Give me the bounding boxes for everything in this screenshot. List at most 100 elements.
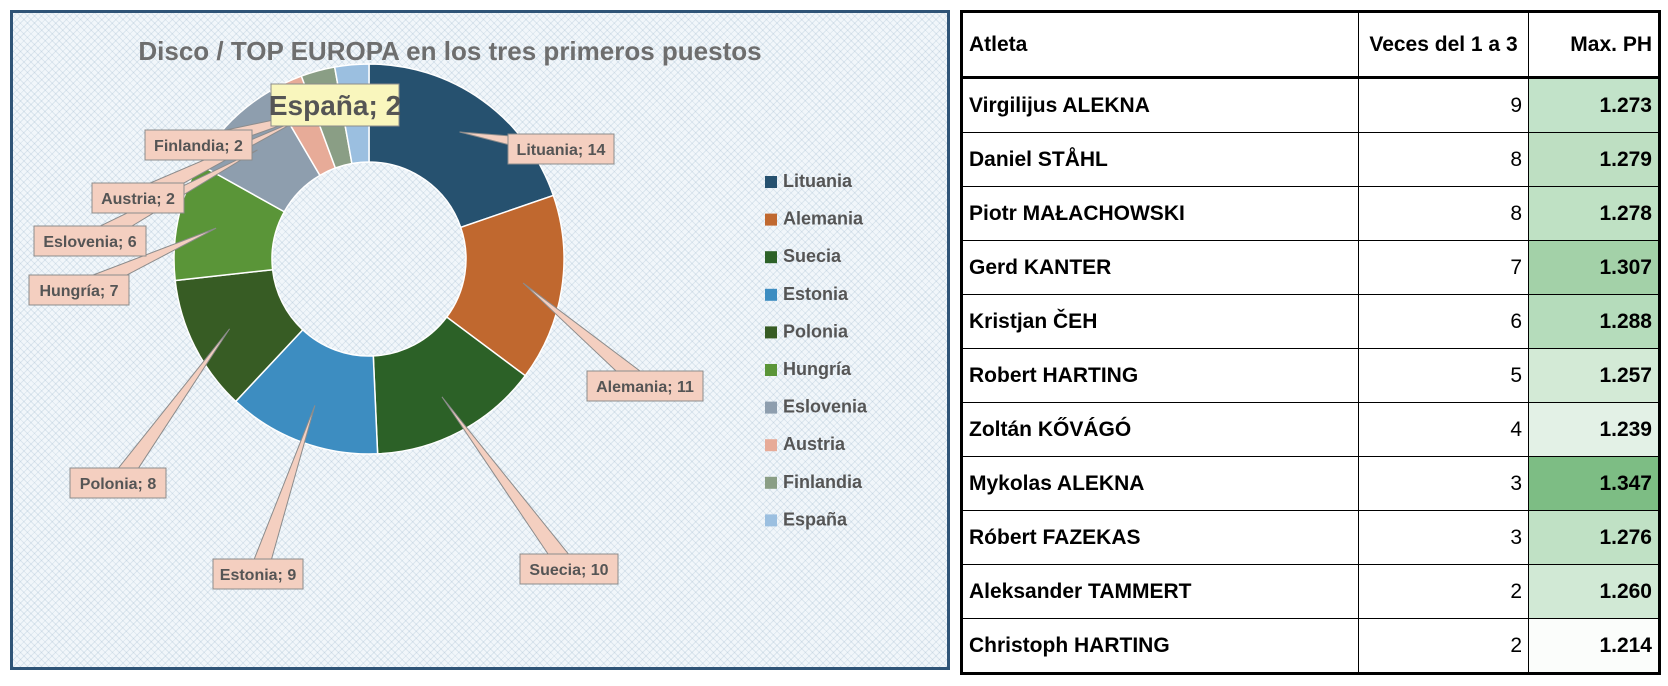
callout-box [69,467,167,499]
data-label-españa: España; 2 [269,90,401,121]
callout-leader [109,328,230,489]
data-label-suecia: Suecia; 10 [529,562,608,579]
legend-swatch-españa [765,514,777,527]
podium-count-cell: 3 [1358,510,1529,565]
athlete-name-cell: Mykolas ALEKNA [961,456,1359,511]
legend-label-austria: Austria [783,434,846,454]
podium-count-cell: 9 [1358,77,1529,133]
podium-count-cell: 8 [1358,186,1529,241]
max-ph-cell: 1.307 [1528,240,1660,295]
ranking-table-panel: Atleta Veces del 1 a 3 Max. PH Virgiliju… [960,10,1661,675]
max-ph-cell: 1.279 [1528,132,1660,187]
podium-count-cell: 4 [1358,402,1529,457]
legend-swatch-suecia [765,251,777,264]
donut-chart: Disco / TOP EUROPA en los tres primeros … [28,36,868,590]
max-ph-cell: 1.347 [1528,456,1660,511]
table-row: Robert HARTING 5 1.257 [961,348,1660,403]
max-ph-cell: 1.214 [1528,618,1660,674]
athlete-name-cell: Aleksander TAMMERT [961,564,1359,619]
table-row: Kristjan ČEH 6 1.288 [961,294,1660,349]
chart-title: Disco / TOP EUROPA en los tres primeros … [138,36,761,66]
callouts-layer: Lituania; 14 Alemania; 11 Suecia; 10 Estoni… [28,83,704,590]
data-label-eslovenia: Eslovenia; 6 [43,234,136,251]
athlete-name-cell: Kristjan ČEH [961,294,1359,349]
callout-box [144,129,253,161]
legend-swatch-hungría [765,364,777,376]
legend-swatch-alemania [765,213,777,226]
max-ph-cell: 1.278 [1528,186,1660,241]
legend-label-polonia: Polonia [783,321,849,341]
athlete-name-cell: Christoph HARTING [961,618,1359,674]
athlete-name-cell: Zoltán KŐVÁGÓ [961,402,1359,457]
table-header-row: Atleta Veces del 1 a 3 Max. PH [961,11,1660,79]
legend-label-hungría: Hungría [783,359,852,379]
legend-label-lituania: Lituania [783,171,853,191]
callout-leader [441,396,577,576]
athlete-name-cell: Robert HARTING [961,348,1359,403]
legend: Lituania Alemania Suecia Estonia Polonia Hung… [765,171,868,529]
podium-count-cell: 2 [1358,618,1529,674]
podium-count-cell: 3 [1358,456,1529,511]
ranking-table: Atleta Veces del 1 a 3 Max. PH Virgiliju… [960,10,1661,675]
header-max-ph: Max. PH [1528,11,1660,79]
legend-label-españa: España [783,509,848,529]
table-row: Daniel STÅHL 8 1.279 [961,132,1660,187]
table-row: Zoltán KŐVÁGÓ 4 1.239 [961,402,1660,457]
callout-box [519,553,619,585]
callout-box [33,225,147,257]
athlete-name-cell: Piotr MAŁACHOWSKI [961,186,1359,241]
table-row: Piotr MAŁACHOWSKI 8 1.278 [961,186,1660,241]
athlete-name-cell: Daniel STÅHL [961,132,1359,187]
table-row: Mykolas ALEKNA 3 1.347 [961,456,1660,511]
chart-panel: Disco / TOP EUROPA en los tres primeros … [10,10,950,670]
podium-count-cell: 5 [1358,348,1529,403]
max-ph-cell: 1.260 [1528,564,1660,619]
data-label-estonia: Estonia; 9 [220,567,297,584]
table-row: Gerd KANTER 7 1.307 [961,240,1660,295]
max-ph-cell: 1.257 [1528,348,1660,403]
data-label-austria: Austria; 2 [101,191,175,208]
legend-label-finlandia: Finlandia [783,472,863,492]
legend-swatch-finlandia [765,476,777,489]
table-body: Virgilijus ALEKNA 9 1.273 Daniel STÅHL 8 1.27… [961,77,1660,674]
data-label-finlandia: Finlandia; 2 [154,138,243,155]
callout-box [270,83,400,127]
max-ph-cell: 1.276 [1528,510,1660,565]
podium-count-cell: 7 [1358,240,1529,295]
legend-label-estonia: Estonia [783,284,849,304]
max-ph-cell: 1.239 [1528,402,1660,457]
legend-label-suecia: Suecia [783,246,842,266]
legend-swatch-eslovenia [765,401,777,414]
legend-swatch-polonia [765,326,777,339]
slice-lituania [368,63,555,229]
table-row: Aleksander TAMMERT 2 1.260 [961,564,1660,619]
header-atleta: Atleta [961,11,1359,79]
slice-alemania [445,194,565,377]
callout-box [91,182,185,214]
legend-label-eslovenia: Eslovenia [783,397,868,417]
legend-swatch-estonia [765,288,777,301]
podium-count-cell: 8 [1358,132,1529,187]
athlete-name-cell: Gerd KANTER [961,240,1359,295]
athlete-name-cell: Róbert FAZEKAS [961,510,1359,565]
data-label-alemania: Alemania; 11 [596,379,694,396]
podium-count-cell: 6 [1358,294,1529,349]
header-veces: Veces del 1 a 3 [1358,11,1529,79]
legend-label-alemania: Alemania [783,209,864,229]
data-label-polonia: Polonia; 8 [80,476,157,493]
table-row: Virgilijus ALEKNA 9 1.273 [961,77,1660,133]
max-ph-cell: 1.288 [1528,294,1660,349]
athlete-name-cell: Virgilijus ALEKNA [961,77,1359,133]
table-row: Christoph HARTING 2 1.214 [961,618,1660,674]
legend-swatch-austria [765,439,777,452]
data-label-hungría: Hungría; 7 [39,283,118,300]
podium-count-cell: 2 [1358,564,1529,619]
legend-swatch-lituania [765,176,777,188]
callout-box [28,274,130,306]
max-ph-cell: 1.273 [1528,77,1660,133]
table-row: Róbert FAZEKAS 3 1.276 [961,510,1660,565]
callout-box [586,370,704,402]
callout-box [507,133,615,165]
data-label-lituania: Lituania; 14 [517,142,606,159]
callout-box [212,558,304,590]
